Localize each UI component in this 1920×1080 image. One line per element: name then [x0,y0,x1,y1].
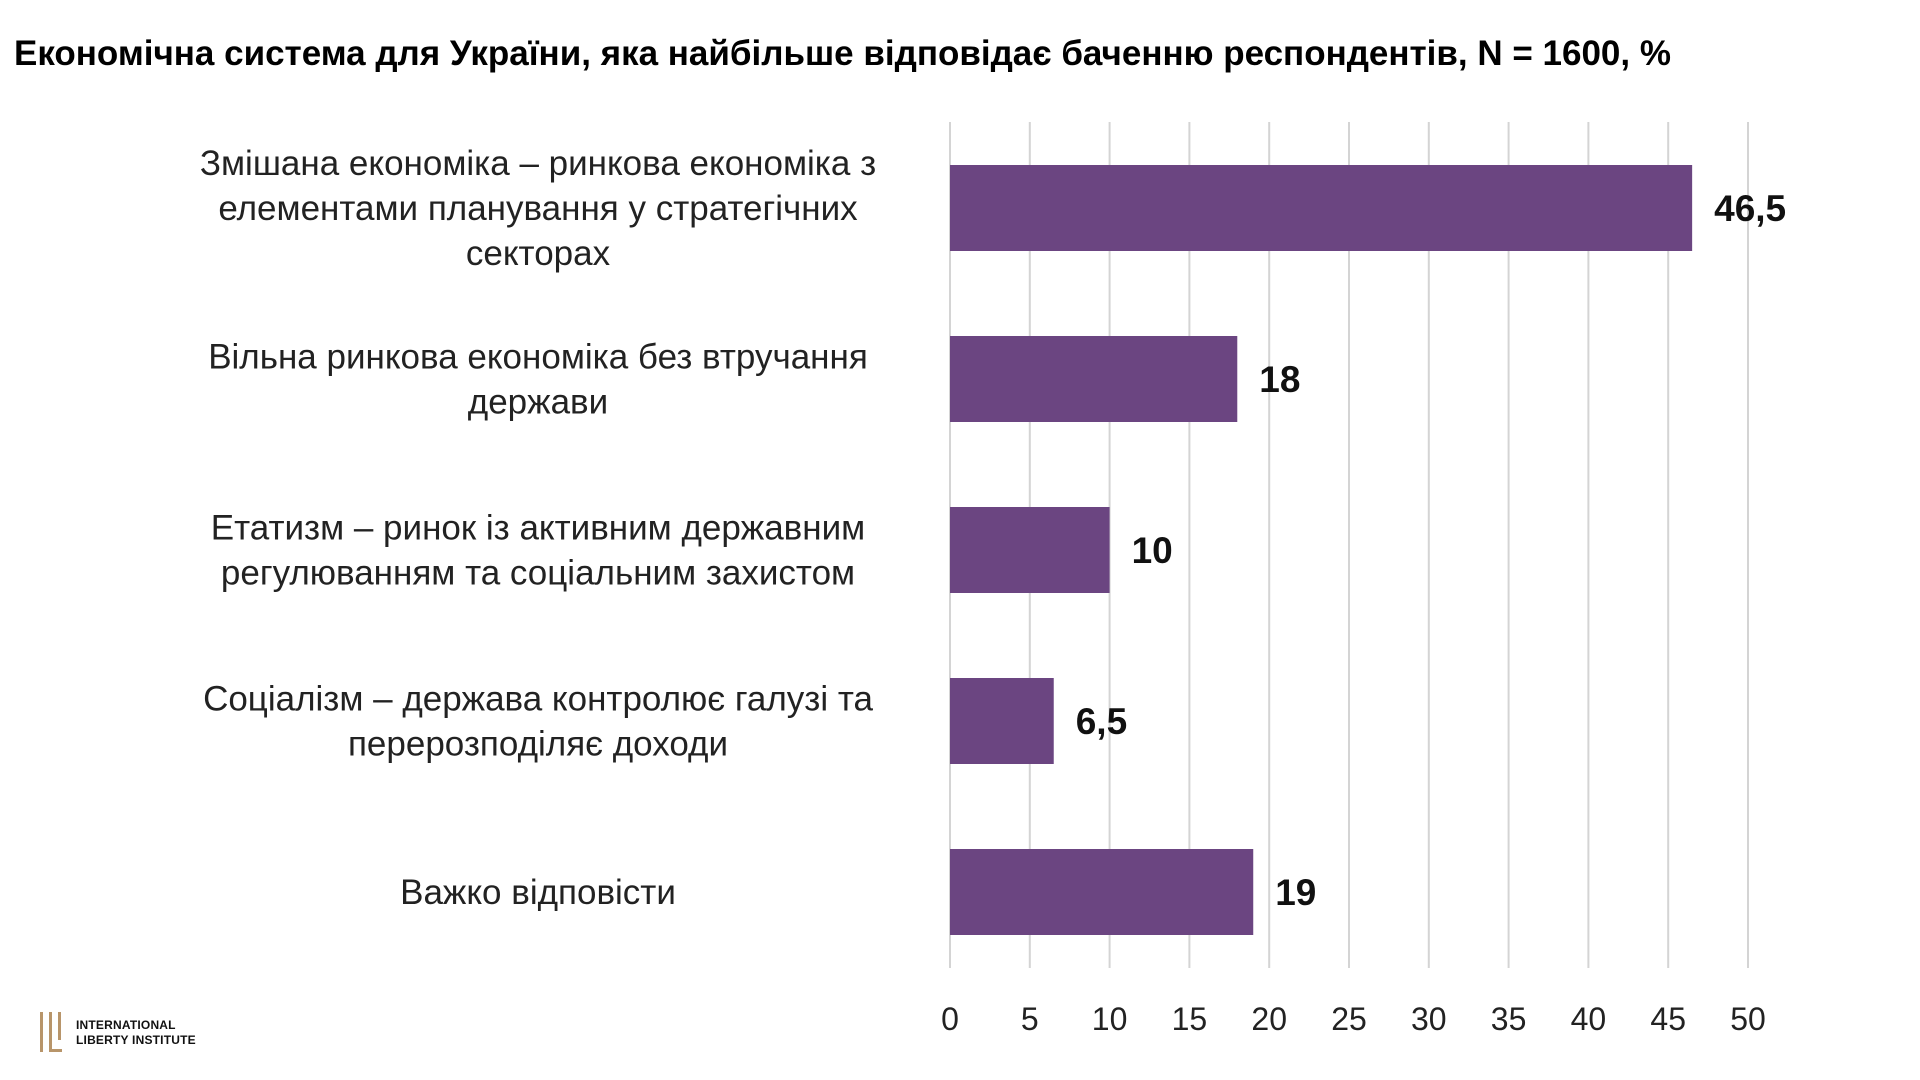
x-axis-tick-labels: 0 5 10 15 20 25 30 35 40 45 50 [941,1001,1766,1037]
category-label-1: Вільна ринкова економіка без втручання де… [208,338,868,422]
category-label-0: Змішана економіка – ринкова економіка з е… [200,144,876,273]
category-label-0-line-2: секторах [466,234,611,273]
x-tick-label-0: 0 [941,1001,959,1037]
x-tick-label-45: 45 [1650,1001,1686,1037]
chart-title: Економічна система для України, яка найб… [14,34,1671,73]
category-label-4-line-0: Важко відповісти [400,873,676,912]
logo-text-line-2: LIBERTY INSTITUTE [76,1033,196,1047]
category-labels: Змішана економіка – ринкова економіка з е… [200,144,876,912]
bar-0 [950,165,1693,251]
value-label-4: 19 [1275,872,1316,913]
x-tick-label-30: 30 [1411,1001,1447,1037]
x-tick-label-50: 50 [1730,1001,1766,1037]
value-label-2: 10 [1132,530,1173,571]
x-tick-label-40: 40 [1571,1001,1607,1037]
category-label-1-line-0: Вільна ринкова економіка без втручання [208,338,868,377]
bar-1 [950,336,1238,422]
value-label-3: 6,5 [1076,701,1127,742]
bar-3 [950,678,1054,764]
category-label-0-line-1: елементами планування у стратегічних [218,189,858,228]
value-label-1: 18 [1259,359,1300,400]
category-label-3-line-0: Соціалізм – держава контролює галузі та [203,680,873,719]
x-tick-label-5: 5 [1021,1001,1039,1037]
x-tick-label-25: 25 [1331,1001,1367,1037]
bar-2 [950,507,1110,593]
logo-mark-icon [40,1012,62,1052]
bar-4 [950,849,1254,935]
category-label-2-line-1: регулюванням та соціальним захистом [221,554,855,593]
bars [950,165,1693,935]
logo-text: INTERNATIONAL LIBERTY INSTITUTE [76,1018,196,1048]
category-label-0-line-0: Змішана економіка – ринкова економіка з [200,144,876,183]
value-labels: 46,5 18 10 6,5 19 [1076,188,1786,913]
category-label-2: Етатизм – ринок із активним державним рег… [211,509,865,593]
x-tick-label-10: 10 [1092,1001,1128,1037]
x-tick-label-35: 35 [1491,1001,1527,1037]
value-label-0: 46,5 [1714,188,1786,229]
logo-text-line-1: INTERNATIONAL [76,1018,176,1032]
category-label-2-line-0: Етатизм – ринок із активним державним [211,509,865,548]
category-label-4: Важко відповісти [400,873,676,912]
category-label-1-line-1: держави [468,383,608,422]
x-tick-label-20: 20 [1251,1001,1287,1037]
x-tick-label-15: 15 [1172,1001,1208,1037]
category-label-3: Соціалізм – держава контролює галузі та п… [203,680,873,764]
category-label-3-line-1: перерозподіляє доходи [348,725,728,764]
